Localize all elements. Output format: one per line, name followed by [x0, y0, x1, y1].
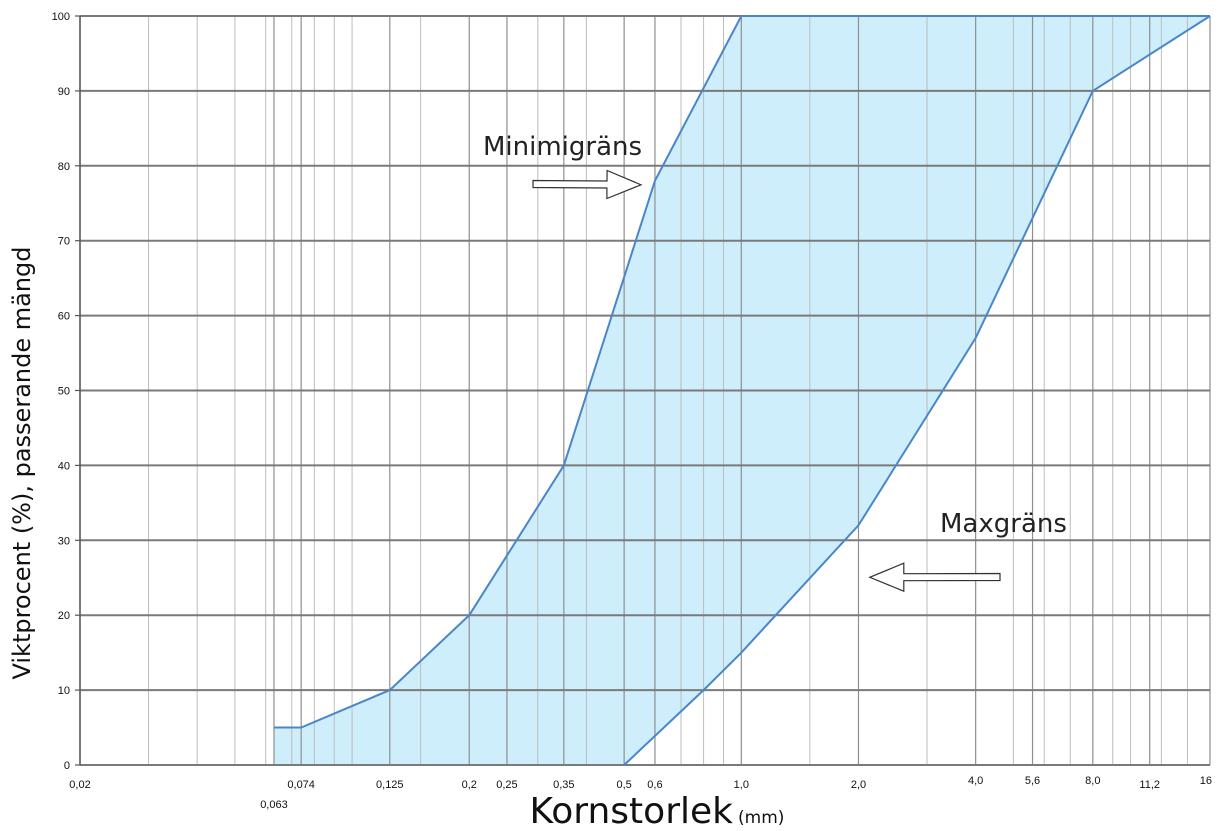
x-tick-label: 4,0 — [968, 775, 983, 787]
grid-layer — [75, 15, 1211, 766]
y-tick-label: 70 — [58, 236, 70, 248]
series-line-minimigrans — [273, 15, 1210, 729]
y-tick-label: 50 — [58, 386, 70, 398]
series-line-maxgrans — [623, 15, 1211, 766]
y-tick-label: 40 — [58, 460, 70, 472]
y-tick-label: 30 — [58, 535, 70, 547]
y-tick-label: 90 — [58, 86, 70, 98]
x-tick-label: 0,02 — [69, 779, 90, 791]
x-tick-label: 1,0 — [734, 779, 749, 791]
x-axis-title: Kornstorlek — [529, 791, 733, 831]
annotation-minimigrans: Minimigräns — [483, 132, 642, 162]
x-tick-label: 0,063 — [260, 799, 288, 811]
tick-labels-layer: 0 10 20 30 40 50 60 70 80 90 100 0,02 0,063 0,074 0,12… — [52, 11, 1212, 811]
annotation-maxgrans: Maxgräns — [940, 509, 1067, 539]
x-tick-label: 0,6 — [647, 779, 662, 791]
y-tick-label: 100 — [52, 11, 70, 23]
x-tick-label: 0,074 — [287, 779, 315, 791]
boundary-lines-layer — [273, 15, 1211, 766]
x-tick-label: 16 — [1200, 775, 1212, 787]
x-tick-label: 0,25 — [496, 779, 517, 791]
y-tick-label: 80 — [58, 161, 70, 173]
x-tick-label: 5,6 — [1025, 775, 1040, 787]
y-tick-label: 60 — [58, 311, 70, 323]
y-tick-label: 0 — [64, 760, 70, 772]
y-tick-label: 10 — [58, 685, 70, 697]
x-tick-label: 11,2 — [1139, 779, 1160, 791]
x-axis-unit: (mm) — [738, 808, 784, 828]
x-tick-label: 8,0 — [1085, 775, 1100, 787]
x-tick-label: 0,35 — [553, 779, 574, 791]
y-axis-title: Viktprocent (%), passerande mängd — [8, 246, 36, 679]
arrow-icon — [868, 562, 1001, 593]
x-tick-label: 0,125 — [376, 779, 404, 791]
arrow-icon — [532, 169, 643, 200]
x-tick-label: 0,2 — [462, 779, 477, 791]
annotations-layer: Minimigräns Maxgräns — [483, 132, 1067, 593]
x-tick-label: 2,0 — [851, 779, 866, 791]
x-tick-label: 0,5 — [616, 779, 631, 791]
y-tick-label: 20 — [58, 610, 70, 622]
